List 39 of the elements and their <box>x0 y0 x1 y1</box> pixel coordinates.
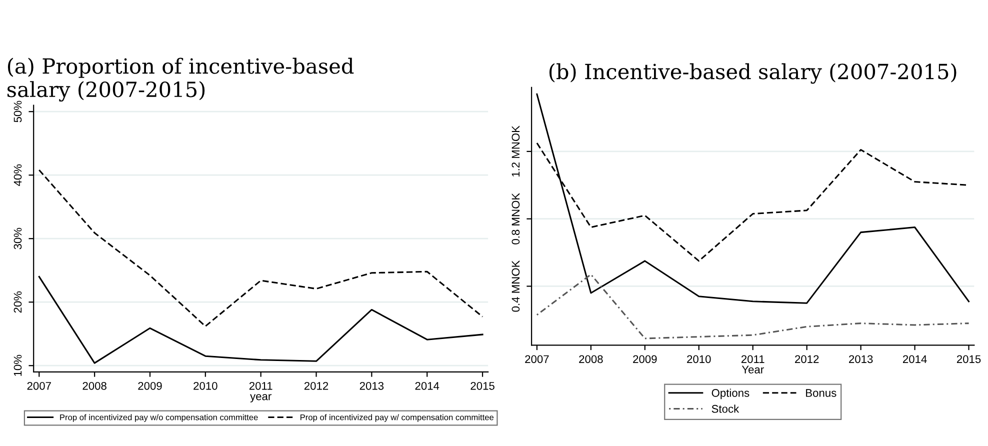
x-tick-label: 2015 <box>956 355 981 364</box>
y-tick-label: 40% <box>14 164 22 186</box>
y-tick-label: 30% <box>14 228 22 250</box>
y-tick-label: 10% <box>14 354 22 376</box>
x-tick-label: 2007 <box>525 355 549 364</box>
x-tick-label: 2013 <box>849 355 873 364</box>
legend-label: Prop of incentivized pay w/ compensation committee <box>300 414 494 422</box>
x-tick-label: 2011 <box>741 355 764 364</box>
x-tick-label: 2008 <box>579 355 603 364</box>
x-axis-title: year <box>250 394 272 402</box>
x-tick-label: 2015 <box>470 382 494 390</box>
x-tick-label: 2010 <box>194 382 218 390</box>
x-tick-label: 2009 <box>138 382 162 390</box>
chart-title: (a) Proportion of incentive-based salary (2007-2015) <box>7 58 354 102</box>
y-tick-label: 0.4 MNOK <box>512 260 520 312</box>
x-tick-label: 2010 <box>687 355 711 364</box>
y-tick-label: 0.8 MNOK <box>512 193 520 244</box>
line-series <box>38 276 484 364</box>
x-tick-label: 2012 <box>795 355 819 364</box>
legend-label: Bonus <box>806 389 836 397</box>
x-tick-label: 2013 <box>360 382 384 390</box>
x-tick-label: 2014 <box>902 355 927 364</box>
line-series <box>536 274 970 340</box>
x-tick-label: 2012 <box>304 382 328 390</box>
y-tick-label: 20% <box>14 291 22 313</box>
legend-label: Prop of incentivized pay w/o compensation committee <box>60 414 258 422</box>
x-tick-label: 2014 <box>415 382 440 390</box>
line-series <box>536 93 970 304</box>
line-series <box>38 169 484 328</box>
x-tick-label: 2007 <box>27 382 51 390</box>
y-tick-label: 1.2 MNOK <box>512 126 520 177</box>
x-tick-label: 2011 <box>249 382 272 390</box>
chart-title: (b) Incentive-based salary (2007-2015) <box>549 63 956 84</box>
legend-label: Options <box>712 388 750 400</box>
legend-label: Stock <box>712 404 740 413</box>
x-axis-title: Year <box>742 366 764 374</box>
x-tick-label: 2008 <box>82 382 106 390</box>
y-tick-label: 50% <box>14 100 22 122</box>
x-tick-label: 2009 <box>633 355 657 364</box>
